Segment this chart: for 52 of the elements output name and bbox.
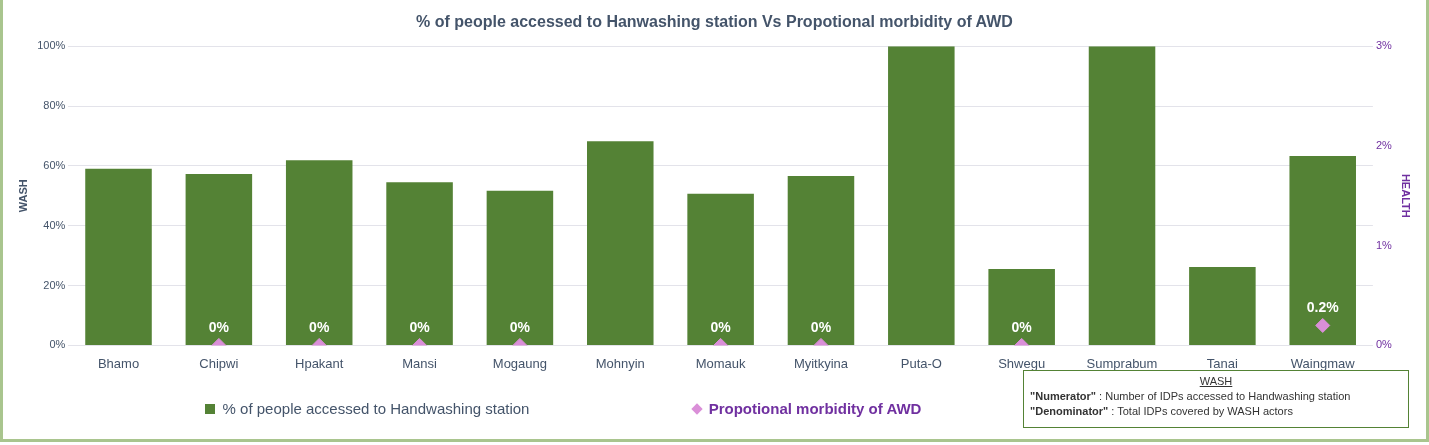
x-tick-label: Hpakant [295,355,344,371]
bar [185,173,253,345]
bar [587,141,654,345]
text: WASH [1198,374,1234,389]
bar [486,190,554,345]
x-tick-label: Puta-O [900,355,942,371]
bar [787,176,855,345]
x-tick-label: Sumprabum [1086,355,1158,371]
x-tick-label: Tanai [1206,355,1239,371]
text: "Numerator" : Number of IDPs accessed to Handwashing station [1030,389,1352,404]
y-axis-title: WASH [16,179,29,213]
bar [85,168,152,345]
y-tick-label: 80% [43,99,66,112]
y2-axis-title: HEALTH [1400,173,1413,218]
data-label: 0% [208,319,230,336]
y2-tick-label: 1% [1375,238,1393,251]
bar [386,182,453,345]
bar [1189,267,1256,345]
y2-tick-label: 3% [1375,39,1393,52]
y-tick-label: 60% [43,158,66,171]
x-tick-label: Mogaung [492,355,548,371]
bar [285,160,353,345]
x-tick-label: Shwegu [998,355,1046,371]
y-tick-label: 40% [43,218,66,231]
y-tick-label: 0% [49,338,66,351]
y2-tick-label: 0% [1375,338,1393,351]
x-tick-label: Mohnyin [595,355,645,371]
y-tick-label: 100% [37,39,66,52]
data-label: 0% [509,319,531,336]
bar [1088,46,1156,345]
x-tick-label: Waingmaw [1290,355,1356,371]
x-tick-label: Mansi [402,355,438,371]
x-tick-label: Momauk [695,355,747,371]
data-label: 0% [409,319,431,336]
y-tick-label: 20% [43,278,66,291]
data-label: 0% [810,319,832,336]
data-label: 0.2% [1306,299,1340,316]
bar [1289,156,1356,345]
data-label: 0% [1011,319,1033,336]
legend-label: % of people accessed to Handwashing station [222,400,530,417]
y2-tick-label: 2% [1375,138,1393,151]
data-label: 0% [309,319,330,336]
data-label: 0% [710,319,732,336]
x-tick-label: Myitkyina [793,355,849,371]
x-tick-label: Bhamo [97,355,140,371]
bar [988,269,1055,345]
bar [687,193,754,345]
x-tick-label: Chipwi [199,355,239,371]
legend-label: Propotional morbidity of AWD [708,400,922,417]
bar [888,46,955,345]
chart-title: % of people accessed to Hanwashing station Vs Propotional morbidity of AWD [416,13,1013,31]
text: "Denominator" : Total IDPs covered by WASH actors [1030,404,1294,419]
